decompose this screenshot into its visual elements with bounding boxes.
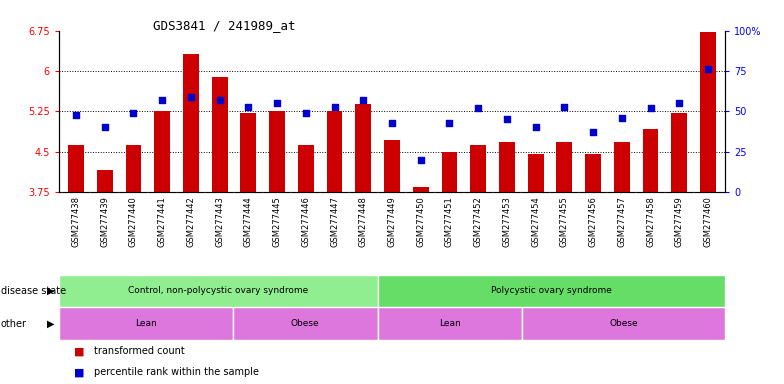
Bar bbox=[241, 113, 256, 192]
Text: GSM277459: GSM277459 bbox=[675, 196, 684, 247]
Bar bbox=[355, 104, 371, 192]
Text: Obese: Obese bbox=[291, 319, 319, 328]
Text: GSM277440: GSM277440 bbox=[129, 196, 138, 247]
Text: ■: ■ bbox=[74, 346, 85, 356]
Bar bbox=[499, 142, 515, 192]
Point bbox=[415, 157, 427, 163]
Text: ▶: ▶ bbox=[47, 318, 55, 329]
Bar bbox=[585, 154, 601, 192]
Text: percentile rank within the sample: percentile rank within the sample bbox=[94, 367, 259, 377]
Text: GSM277441: GSM277441 bbox=[158, 196, 167, 247]
Text: GSM277449: GSM277449 bbox=[387, 196, 397, 247]
Text: GSM277455: GSM277455 bbox=[560, 196, 569, 247]
Point bbox=[702, 66, 714, 73]
Bar bbox=[233, 307, 378, 340]
Text: GSM277444: GSM277444 bbox=[244, 196, 253, 247]
Text: Lean: Lean bbox=[135, 319, 157, 328]
Point bbox=[99, 124, 111, 131]
Bar bbox=[557, 142, 572, 192]
Bar bbox=[441, 152, 457, 192]
Text: GSM277454: GSM277454 bbox=[531, 196, 540, 247]
Text: GDS3841 / 241989_at: GDS3841 / 241989_at bbox=[153, 19, 296, 32]
Bar bbox=[125, 145, 141, 192]
Point bbox=[357, 97, 369, 103]
Bar bbox=[700, 32, 716, 192]
Point bbox=[558, 103, 571, 109]
Bar bbox=[212, 78, 227, 192]
Text: ▶: ▶ bbox=[47, 286, 55, 296]
Text: GSM277452: GSM277452 bbox=[474, 196, 483, 247]
Bar bbox=[327, 111, 343, 192]
Point bbox=[443, 119, 456, 126]
Point bbox=[501, 116, 514, 122]
Text: Polycystic ovary syndrome: Polycystic ovary syndrome bbox=[491, 286, 612, 295]
Point bbox=[299, 110, 312, 116]
Text: Control, non-polycystic ovary syndrome: Control, non-polycystic ovary syndrome bbox=[128, 286, 308, 295]
Point bbox=[270, 100, 283, 106]
Text: GSM277439: GSM277439 bbox=[100, 196, 109, 247]
Bar bbox=[413, 187, 429, 192]
Text: other: other bbox=[1, 318, 27, 329]
Point bbox=[472, 105, 485, 111]
Bar bbox=[528, 154, 543, 192]
Bar bbox=[643, 129, 659, 192]
Text: GSM277450: GSM277450 bbox=[416, 196, 425, 247]
Point bbox=[615, 115, 628, 121]
Text: GSM277438: GSM277438 bbox=[71, 196, 81, 247]
Point bbox=[70, 111, 82, 118]
Bar bbox=[384, 140, 400, 192]
Point bbox=[328, 103, 341, 109]
Text: GSM277447: GSM277447 bbox=[330, 196, 339, 247]
Text: GSM277446: GSM277446 bbox=[301, 196, 310, 247]
Point bbox=[644, 105, 657, 111]
Text: GSM277443: GSM277443 bbox=[215, 196, 224, 247]
Text: GSM277458: GSM277458 bbox=[646, 196, 655, 247]
Bar bbox=[154, 111, 170, 192]
Bar bbox=[59, 307, 233, 340]
Bar bbox=[183, 54, 199, 192]
Bar bbox=[671, 113, 687, 192]
Point bbox=[127, 110, 140, 116]
Text: GSM277451: GSM277451 bbox=[445, 196, 454, 247]
Text: disease state: disease state bbox=[1, 286, 66, 296]
Text: GSM277445: GSM277445 bbox=[273, 196, 281, 247]
Point bbox=[185, 94, 198, 100]
Point bbox=[242, 103, 255, 109]
Text: ■: ■ bbox=[74, 367, 85, 377]
Bar bbox=[97, 170, 113, 192]
Bar bbox=[470, 145, 486, 192]
Bar bbox=[378, 275, 725, 307]
Text: GSM277456: GSM277456 bbox=[589, 196, 597, 247]
Bar bbox=[59, 275, 378, 307]
Text: GSM277442: GSM277442 bbox=[187, 196, 195, 247]
Text: GSM277460: GSM277460 bbox=[703, 196, 713, 247]
Point bbox=[213, 97, 226, 103]
Point bbox=[586, 129, 599, 136]
Bar bbox=[298, 145, 314, 192]
Text: Obese: Obese bbox=[609, 319, 638, 328]
Bar bbox=[68, 145, 84, 192]
Point bbox=[156, 97, 169, 103]
Point bbox=[386, 119, 398, 126]
Text: transformed count: transformed count bbox=[94, 346, 185, 356]
Point bbox=[529, 124, 542, 131]
Text: GSM277457: GSM277457 bbox=[617, 196, 626, 247]
Bar bbox=[269, 111, 285, 192]
Text: GSM277453: GSM277453 bbox=[503, 196, 511, 247]
Bar bbox=[378, 307, 522, 340]
Bar bbox=[522, 307, 725, 340]
Point bbox=[673, 100, 685, 106]
Bar bbox=[614, 142, 630, 192]
Text: Lean: Lean bbox=[439, 319, 461, 328]
Text: GSM277448: GSM277448 bbox=[359, 196, 368, 247]
